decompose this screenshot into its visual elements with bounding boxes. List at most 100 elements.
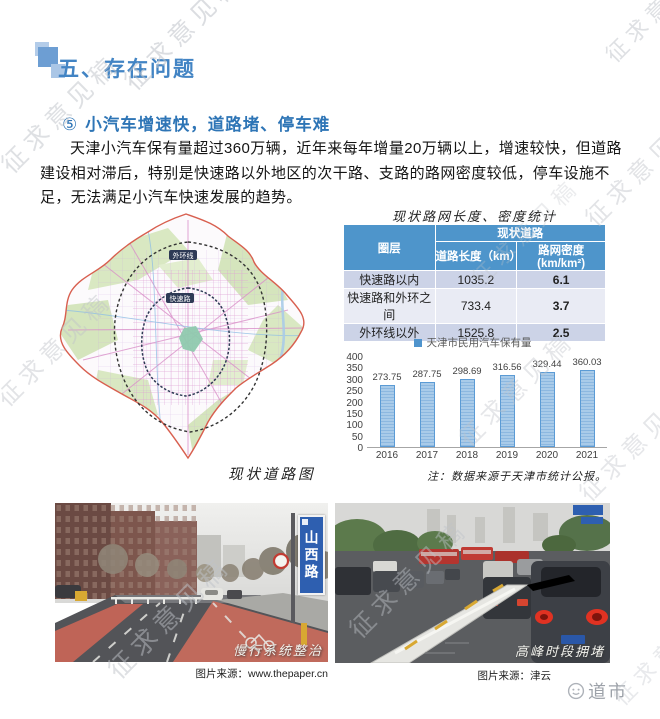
bar-value-label: 316.56 [492, 361, 522, 373]
cell-density: 6.1 [516, 270, 606, 289]
x-tick-label: 2018 [455, 450, 479, 461]
outer-ring-road-line [113, 241, 268, 433]
legend-label: 天津市民用汽车保有量 [426, 337, 532, 349]
y-tick-label: 400 [346, 352, 363, 363]
bar [499, 374, 515, 447]
body-paragraph: 天津小汽车保有量超过360万辆，近年来每年增量20万辆以上，增速较快，但道路建设… [40, 140, 622, 206]
bar-group: 273.75 [367, 357, 407, 447]
chart-plot-area: 0 50 100 150 200 250 300 350 400 273.75 287.75 298… [346, 352, 607, 454]
chart-x-axis: 2016 2017 2018 2019 2020 2021 [367, 448, 607, 461]
title-square-light2-icon [51, 64, 65, 78]
outer-ring-label-badge: 外环线 [169, 250, 197, 260]
photo-source-right: 图片来源：津云 [477, 670, 552, 682]
title-square-dark-icon [38, 47, 58, 67]
shanxi-road-sign: 山西路 [298, 515, 325, 595]
bar [579, 370, 595, 447]
bar-value-label: 298.69 [452, 366, 482, 378]
y-tick-label: 250 [346, 386, 363, 398]
x-tick-label: 2017 [415, 450, 439, 461]
expressway-ring-line [141, 287, 231, 397]
chart-legend: 天津市民用汽车保有量 [335, 336, 610, 349]
x-tick-label: 2021 [575, 450, 599, 461]
traffic-photo-illustration [335, 503, 610, 663]
chart-bars: 273.75 287.75 298.69 316.56 329.44 360.03 [367, 357, 607, 447]
street-bollard [75, 591, 87, 601]
col-header-layer: 圈层 [343, 224, 436, 271]
traffic-cone [301, 623, 307, 645]
table-title: 现状路网长度、密度统计 [391, 210, 557, 225]
street-renovation-photo: 山西路 慢行系统整治 [55, 503, 328, 662]
bar-group: 287.75 [407, 357, 447, 447]
bar [419, 381, 435, 447]
cell-length: 1035.2 [434, 270, 518, 289]
bike-lane-left [55, 604, 143, 662]
x-tick-label: 2016 [375, 450, 399, 461]
distant-towers [427, 507, 548, 543]
expressway-label: 快速路 [170, 294, 191, 303]
concrete-barrier [369, 575, 575, 663]
buses [419, 547, 529, 564]
map-caption: 现状道路图 [228, 467, 316, 483]
bar [539, 372, 555, 447]
bar [379, 384, 395, 447]
section-heading: ⑤ 小汽车增速快，道路堵、停车难 [62, 111, 330, 135]
y-tick-label: 150 [346, 408, 363, 420]
account-logo: 道市 [567, 678, 628, 704]
table-row: 外环线以外 1525.8 2.5 [343, 323, 606, 342]
y-tick-label: 200 [346, 397, 363, 409]
x-tick-label: 2019 [495, 450, 519, 461]
face-logo-icon [567, 682, 585, 700]
cell-layer: 快速路以内 [343, 270, 436, 289]
cell-layer: 外环线以外 [343, 323, 436, 342]
table-row: 快速路和外环之间 733.4 3.7 [343, 288, 606, 324]
outer-ring-label: 外环线 [173, 251, 194, 260]
small-road-signs [573, 505, 603, 524]
bar-group: 316.56 [487, 357, 527, 447]
bar-value-label: 273.75 [372, 371, 402, 383]
sidewalk [217, 593, 328, 631]
col-header-length: 道路长度（km） [434, 241, 521, 271]
table-row: 快速路以内 1035.2 6.1 [343, 270, 606, 289]
y-tick-label: 300 [346, 374, 363, 386]
cell-density: 2.5 [516, 323, 606, 342]
bar [459, 379, 475, 447]
brick-buildings [55, 503, 197, 599]
bar-value-label: 287.75 [412, 368, 442, 380]
cell-length: 733.4 [434, 288, 518, 324]
col-header-density: 路网密度(km/km²) [516, 241, 606, 271]
y-tick-label: 350 [346, 363, 363, 375]
guardrail [111, 597, 203, 604]
watermark: 征求意见稿 [601, 0, 660, 69]
bar-value-label: 329.44 [532, 359, 562, 371]
bar-value-label: 360.03 [572, 357, 602, 368]
bar-group: 360.03 [567, 357, 607, 447]
sign-pole [291, 513, 295, 623]
legend-swatch-icon [413, 338, 422, 347]
cell-density: 3.7 [516, 288, 606, 324]
page-title: 五、存在问题 [58, 58, 196, 81]
col-header-group: 现状道路 [434, 224, 606, 242]
x-tick-label: 2020 [535, 450, 559, 461]
bike-symbol [245, 633, 275, 652]
bar-group: 329.44 [527, 357, 567, 447]
y-tick-label: 0 [357, 443, 363, 454]
queued-cars-left [335, 561, 460, 595]
car-ownership-chart: 天津市民用汽车保有量 0 50 100 150 200 250 300 350 400 273.… [335, 336, 610, 484]
city-center-park [179, 326, 203, 352]
cell-layer: 快速路和外环之间 [343, 288, 436, 324]
photo-source-left: 图片来源：www.thepaper.cn [195, 668, 328, 680]
y-tick-label: 100 [346, 420, 363, 432]
road-network-table: 圈层 现状道路 道路长度（km） 路网密度(km/km²) 快速路以内 1035… [343, 224, 606, 342]
wet-road-reflections [425, 642, 469, 654]
street-cars [55, 585, 242, 600]
cell-length: 1525.8 [434, 323, 518, 342]
photo-caption-overlay: 慢行系统整治 [232, 644, 323, 659]
bike-lane-right [173, 601, 328, 662]
section-number: ⑤ [62, 115, 79, 134]
city-boundary-red-line [59, 213, 305, 460]
chart-note: 注：数据来源于天津市统计公报。 [427, 470, 607, 483]
bar-group: 298.69 [447, 357, 487, 447]
photo-caption-overlay: 高峰时段拥堵 [514, 645, 605, 660]
road-sign-text: 山西路 [303, 529, 320, 581]
expressway-label-badge: 快速路 [166, 293, 194, 303]
